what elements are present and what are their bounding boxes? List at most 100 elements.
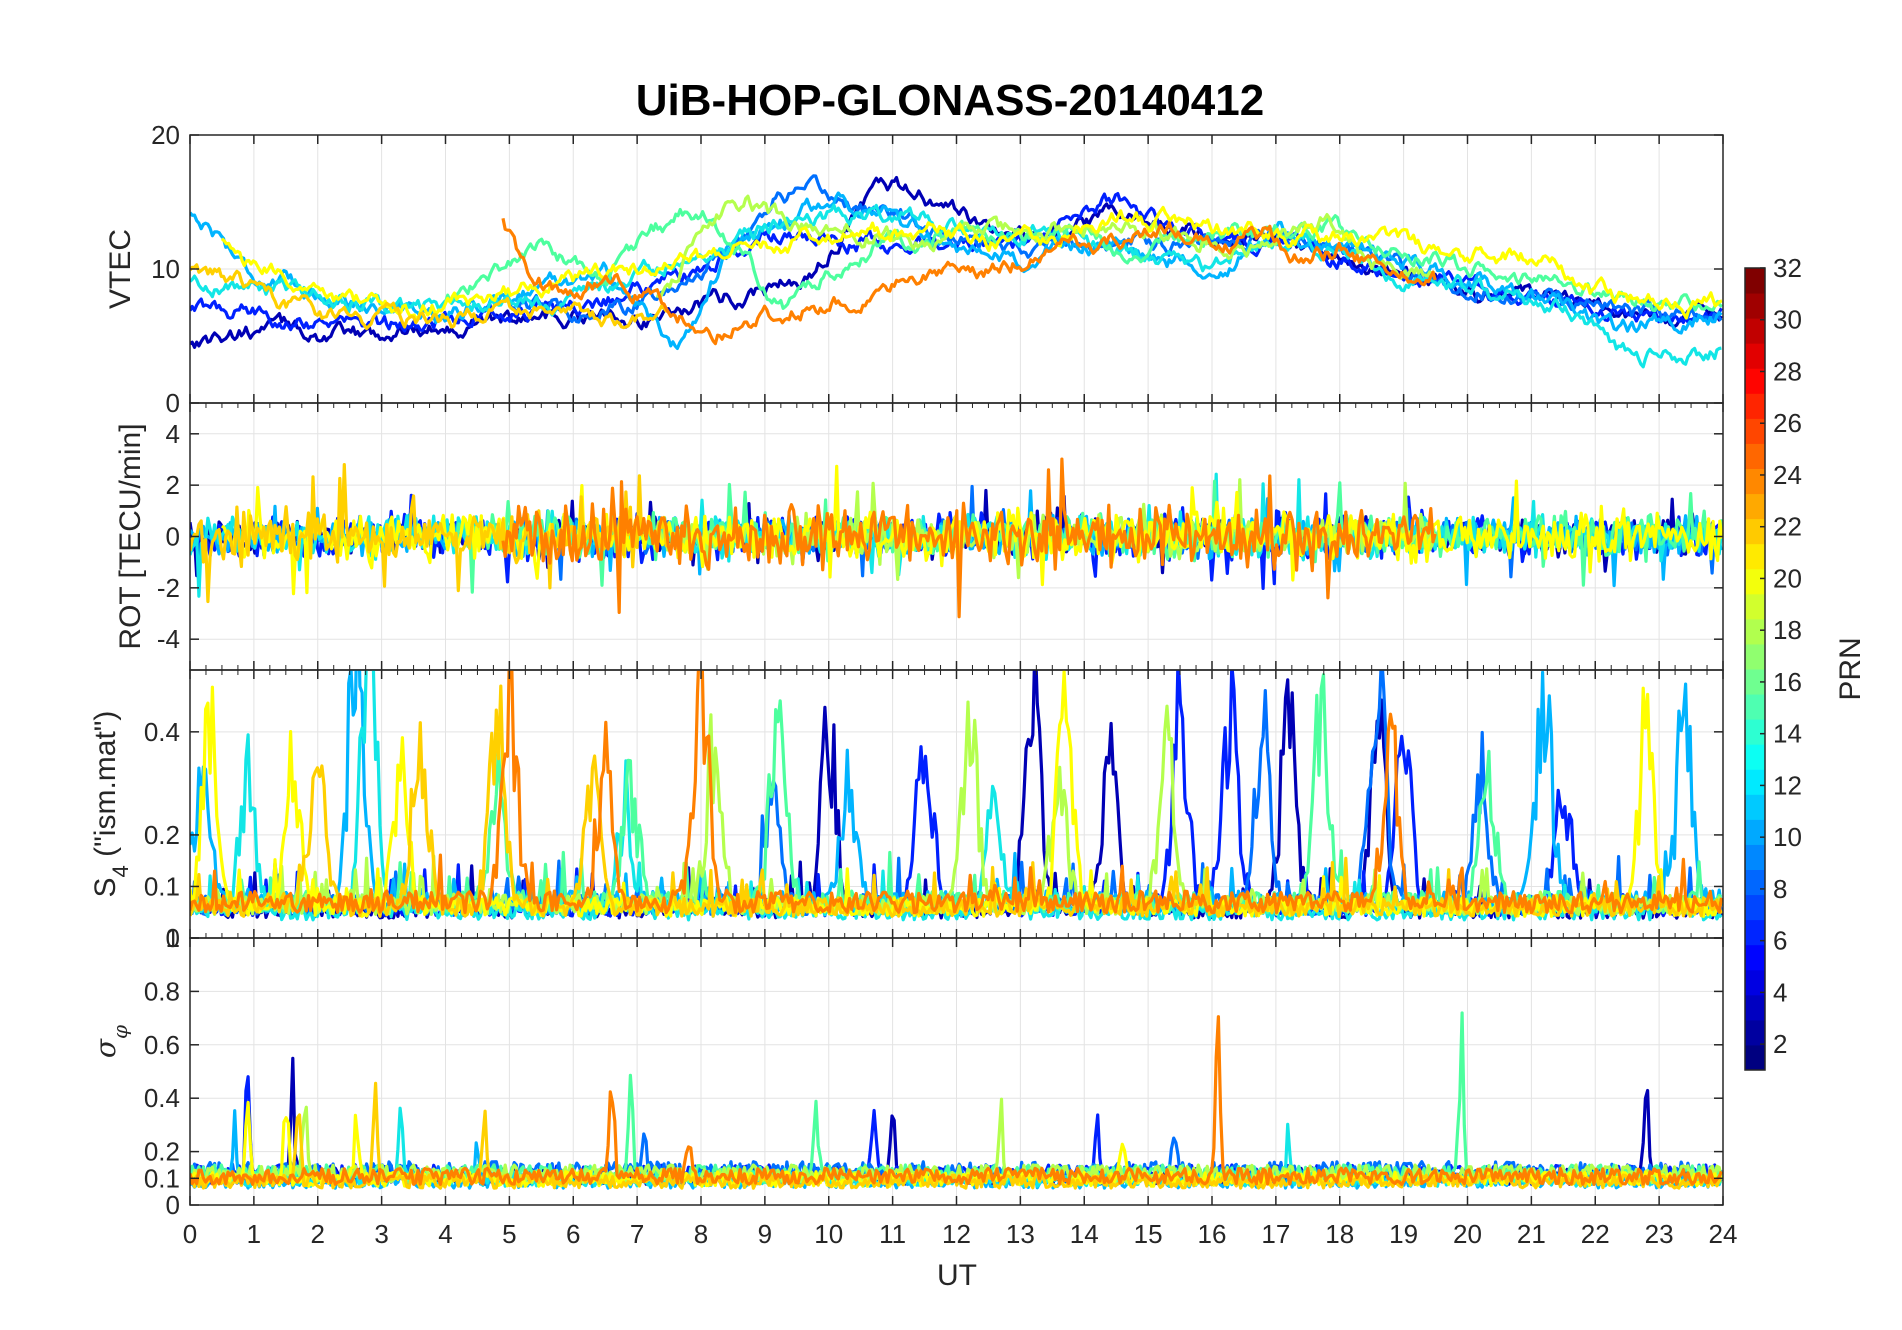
series-prn-24-s4 bbox=[190, 670, 1723, 915]
xtick-label: 21 bbox=[1517, 1219, 1546, 1249]
chart-title: UiB-HOP-GLONASS-20140412 bbox=[636, 76, 1264, 125]
xtick-label: 9 bbox=[758, 1219, 772, 1249]
xtick-label: 8 bbox=[694, 1219, 708, 1249]
xtick-label: 16 bbox=[1198, 1219, 1227, 1249]
ytick-label-sigma: 1 bbox=[166, 923, 180, 953]
series-prn-1-vtec bbox=[190, 175, 1723, 349]
ytick-label-vtec: 10 bbox=[151, 254, 180, 284]
ytick-label-sigma: 0.2 bbox=[144, 1137, 180, 1167]
panel-s4: 0 0.1 0.2 0.4 S4 ("ism.mat") bbox=[89, 669, 1724, 953]
colorbar-cell bbox=[1745, 794, 1765, 820]
ylabel-s4: S4 ("ism.mat") bbox=[89, 711, 133, 898]
ylabel-rot: ROT [TECU/min] bbox=[114, 423, 147, 649]
colorbar-cell bbox=[1745, 318, 1765, 344]
panel-vtec: 0 10 20 VTEC bbox=[104, 120, 1724, 418]
ytick-label-sigma: 0 bbox=[166, 1190, 180, 1220]
colorbar-tick-label: 14 bbox=[1773, 719, 1802, 749]
ytick-label-s4: 0.2 bbox=[144, 820, 180, 850]
colorbar-cell bbox=[1745, 368, 1765, 394]
colorbar-tick-label: 8 bbox=[1773, 874, 1787, 904]
xtick-label: 13 bbox=[1006, 1219, 1035, 1249]
lines-sigma bbox=[190, 1011, 1723, 1190]
xtick-label: 17 bbox=[1261, 1219, 1290, 1249]
colorbar-cell bbox=[1745, 1044, 1765, 1071]
colorbar-cell bbox=[1745, 894, 1765, 921]
colorbar-cell bbox=[1745, 543, 1765, 570]
colorbar-cell bbox=[1745, 393, 1765, 419]
series-prn-12-s4 bbox=[190, 670, 1723, 922]
colorbar-cell bbox=[1745, 1019, 1765, 1046]
colorbar-tick-label: 6 bbox=[1773, 926, 1787, 956]
colorbar-tick-label: 10 bbox=[1773, 822, 1802, 852]
colorbar-tick-label: 22 bbox=[1773, 512, 1802, 542]
grid-sigma bbox=[189, 937, 1724, 1206]
colorbar-cell bbox=[1745, 694, 1765, 720]
ylabel-sigma: σφ bbox=[89, 1025, 132, 1058]
series-prn-22-vtec bbox=[190, 263, 669, 331]
xtick-label: 20 bbox=[1453, 1219, 1482, 1249]
xtick-label: 22 bbox=[1581, 1219, 1610, 1249]
ytick-label-rot: -4 bbox=[157, 624, 180, 654]
ytick-label-rot: 4 bbox=[166, 419, 180, 449]
ytick-label-vtec: 0 bbox=[166, 388, 180, 418]
xtick-label: 4 bbox=[438, 1219, 452, 1249]
ytick-label-rot: 0 bbox=[166, 522, 180, 552]
colorbar-frame bbox=[1744, 267, 1766, 1071]
colorbar-tick-label: 12 bbox=[1773, 770, 1802, 800]
series-prn-24-sigma bbox=[190, 1015, 1723, 1186]
xtick-label: 7 bbox=[630, 1219, 644, 1249]
ylabel-vtec: VTEC bbox=[104, 229, 137, 309]
colorbar-cell bbox=[1745, 919, 1765, 946]
xtick-label: 2 bbox=[311, 1219, 325, 1249]
xtick-label: 3 bbox=[374, 1219, 388, 1249]
colorbar-cell bbox=[1745, 744, 1765, 770]
colorbar-cell bbox=[1745, 844, 1765, 870]
x-axis: 0 1 2 3 4 5 6 7 8 9 10 11 12 13 14 15 16 17 18 19 20 21 22 23 24 bbox=[183, 1219, 1738, 1249]
series-prn-20-vtec bbox=[220, 205, 1723, 321]
ytick-label-sigma: 0.8 bbox=[144, 976, 180, 1006]
colorbar-cell bbox=[1745, 468, 1765, 495]
colorbar-cell bbox=[1745, 769, 1765, 795]
series-prn-24-rot bbox=[501, 457, 1437, 619]
series-prn-4-sigma bbox=[190, 1075, 1723, 1185]
series-prn-1-sigma bbox=[190, 1056, 1723, 1186]
colorbar-cell bbox=[1745, 343, 1765, 369]
colorbar-cell bbox=[1745, 593, 1765, 620]
xtick-label: 19 bbox=[1389, 1219, 1418, 1249]
xtick-label: 10 bbox=[814, 1219, 843, 1249]
colorbar-tick-label: 16 bbox=[1773, 667, 1802, 697]
colorbar-cell bbox=[1745, 944, 1765, 971]
colorbar-cell bbox=[1745, 819, 1765, 845]
colorbar-cell bbox=[1745, 994, 1765, 1021]
colorbar-cell bbox=[1745, 293, 1765, 319]
lines-vtec bbox=[190, 174, 1723, 369]
colorbar-cell bbox=[1745, 443, 1765, 469]
series-prn-18-vtec bbox=[655, 194, 1436, 298]
series-prn-24-vtec bbox=[501, 217, 1437, 346]
colorbar-tick-label: 4 bbox=[1773, 977, 1787, 1007]
xtick-label: 1 bbox=[247, 1219, 261, 1249]
ytick-label-sigma: 0.6 bbox=[144, 1030, 180, 1060]
xtick-label: 5 bbox=[502, 1219, 516, 1249]
ytick-label-sigma: 0.4 bbox=[144, 1083, 180, 1113]
colorbar-tick-label: 2 bbox=[1773, 1029, 1787, 1059]
colorbar-tick-label: 26 bbox=[1773, 408, 1802, 438]
colorbar-cell bbox=[1745, 719, 1765, 745]
lines-s4 bbox=[190, 670, 1723, 922]
xtick-label: 11 bbox=[879, 1219, 906, 1249]
colorbar-cell bbox=[1745, 568, 1765, 595]
ytick-label-vtec: 20 bbox=[151, 120, 180, 150]
series-prn-22-rot bbox=[190, 463, 670, 604]
series-prn-11-vtec bbox=[190, 191, 1723, 350]
colorbar-cell bbox=[1745, 618, 1765, 645]
colorbar-cell bbox=[1745, 969, 1765, 996]
ytick-label-rot: -2 bbox=[157, 573, 180, 603]
colorbar-cell bbox=[1745, 643, 1765, 670]
xtick-label: 0 bbox=[183, 1219, 197, 1249]
ytick-label-s4: 0 bbox=[166, 923, 180, 953]
xtick-label: 6 bbox=[566, 1219, 580, 1249]
xtick-label: 14 bbox=[1070, 1219, 1099, 1249]
